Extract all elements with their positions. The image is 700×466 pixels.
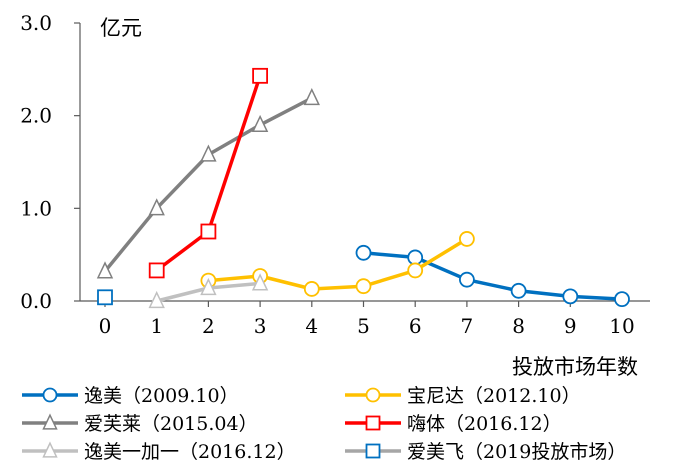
legend-marker [365,415,381,431]
x-tick-label: 0 [99,314,112,338]
data-point [614,291,630,308]
y-axis-unit: 亿元 [100,16,142,40]
series-宝尼达-2012.10 [200,231,475,297]
data-point [407,262,424,279]
x-tick-label: 9 [564,314,577,338]
series-嗨体-2016.12 [148,67,269,279]
series-爱芙莱-2015.04 [96,87,320,279]
legend-marker [42,413,58,430]
legend-marker [42,441,58,458]
legend-label: 宝尼达（2012.10） [407,385,581,407]
series-line [103,96,313,273]
data-point [407,249,424,266]
y-tick-label: 3.0 [20,11,52,35]
x-tick-label: 7 [461,314,474,338]
x-tick-label: 10 [609,314,634,338]
data-point [510,282,527,299]
data-point [200,223,217,240]
series-line [155,75,262,272]
data-point [303,87,320,106]
series-爱美飞-2019投放市场 [97,289,113,306]
x-tick-label: 3 [254,314,267,338]
data-point [458,231,475,247]
legend-marker [365,443,381,459]
series-line [363,251,623,301]
data-point [458,271,475,288]
legend-label: 嗨体（2016.12） [407,413,562,435]
legend-entry-爱美飞-2019投放市场: 爱美飞（2019投放市场） [345,441,626,463]
data-point [251,273,269,291]
series-line [208,237,468,291]
x-tick-label: 1 [150,314,163,338]
data-point [200,144,217,162]
y-tick-label: 1.0 [20,196,52,220]
data-point [148,262,165,279]
data-point [355,278,372,295]
legend-label: 逸美一加一（2016.12） [84,441,296,463]
series-layer [96,67,630,309]
data-point [355,244,372,261]
legend-marker [365,387,381,403]
data-point [200,277,217,296]
legend-entry-爱芙莱-2015.04: 爱芙莱（2015.04） [22,413,258,435]
data-point [251,114,269,133]
data-point [148,290,165,309]
legend-entry-逸美一加一-2016.12: 逸美一加一（2016.12） [22,441,296,463]
data-point [148,198,165,216]
data-point [303,281,320,297]
legend-entry-嗨体-2016.12: 嗨体（2016.12） [345,413,562,435]
y-tick-label: 2.0 [20,104,52,128]
data-point [96,261,114,279]
y-tick-label: 0.0 [20,289,52,313]
legend-label: 爱美飞（2019投放市场） [407,441,626,463]
legend-entry-宝尼达-2012.10: 宝尼达（2012.10） [345,385,581,407]
x-axis-title: 投放市场年数 [512,355,638,379]
x-tick-label: 4 [305,314,318,338]
legend-entry-逸美-2009.10: 逸美（2009.10） [22,385,239,407]
series-逸美-2009.10 [355,244,630,308]
x-tick-label: 2 [202,314,215,338]
legend-marker [42,387,58,403]
legend-label: 逸美（2009.10） [84,385,239,407]
series-逸美一加一-2016.12 [148,273,269,309]
data-point [97,289,113,306]
legend: 逸美（2009.10） 宝尼达（2012.10） 爱芙莱（2015.04） 嗨体（20… [22,385,626,463]
legend-label: 爱芙莱（2015.04） [84,413,258,435]
x-tick-label: 8 [512,314,525,338]
data-point [562,288,579,305]
data-point [252,67,269,84]
x-tick-label: 5 [357,314,370,338]
x-tick-label: 6 [409,314,422,338]
